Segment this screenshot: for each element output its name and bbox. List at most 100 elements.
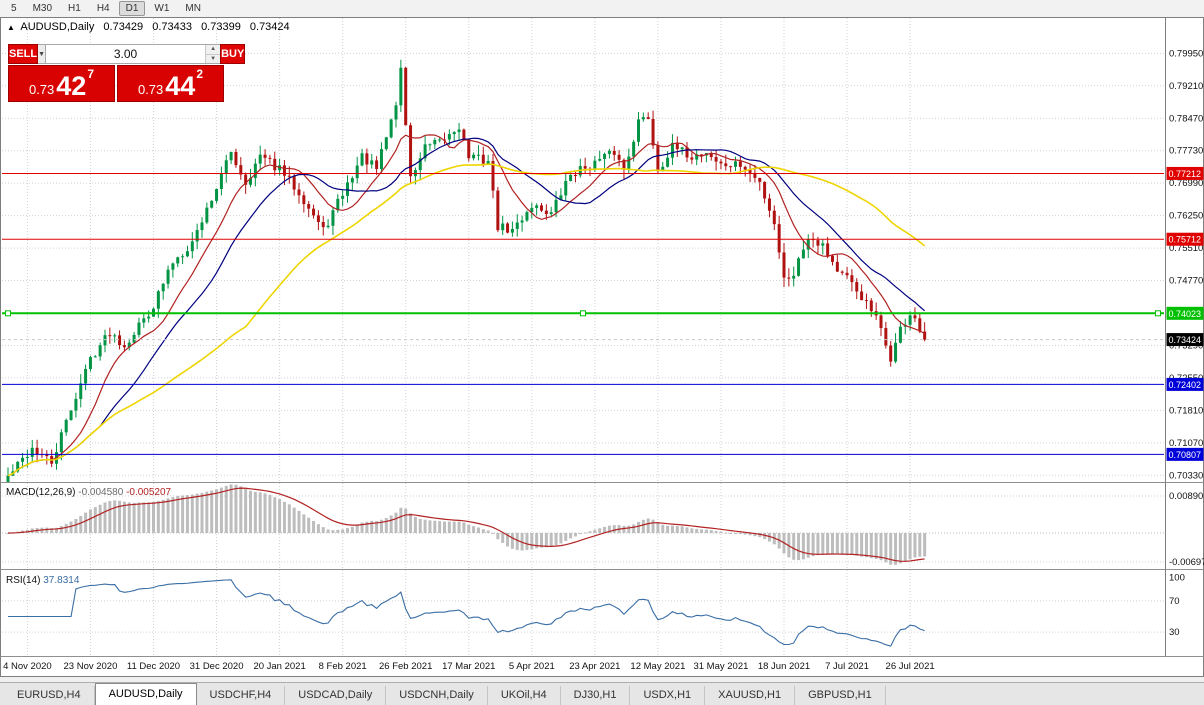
sell-button[interactable]: SELL <box>8 44 39 64</box>
date-tick-label: 7 Jul 2021 <box>825 661 869 672</box>
chart-tabs-bar: EURUSD,H4 AUDUSD,Daily USDCHF,H4 USDCAD,Dai… <box>0 682 1204 705</box>
svg-text:0.75712: 0.75712 <box>1169 235 1202 245</box>
svg-text:0.74023: 0.74023 <box>1169 309 1202 319</box>
macd-layer <box>6 484 927 565</box>
chart-frame <box>0 17 1204 677</box>
price-tick-label: 0.79950 <box>1169 48 1203 59</box>
time-axis: 4 Nov 2020 23 Nov 2020 11 Dec 2020 31 Dec 2… <box>3 661 935 672</box>
chart-tab-audusd-daily[interactable]: AUDUSD,Daily <box>94 683 197 705</box>
price-tick-label: 0.76990 <box>1169 178 1203 189</box>
price-tick-label: 0.71810 <box>1169 405 1203 416</box>
date-tick-label: 5 Apr 2021 <box>509 661 555 672</box>
timeframe-button-m30[interactable]: M30 <box>32 3 53 14</box>
chart-symbol-label: AUDUSD,Daily <box>20 21 95 33</box>
date-tick-label: 4 Nov 2020 <box>3 661 52 672</box>
buy-price-big: 44 <box>165 71 196 102</box>
moving-averages-layer <box>7 134 926 477</box>
price-badge: 0.72402 <box>1166 377 1204 391</box>
date-tick-label: 18 Jun 2021 <box>758 661 810 672</box>
line-handle[interactable] <box>5 310 11 317</box>
macd-tick-label: -0.00697 <box>1169 557 1204 568</box>
volume-field-wrap: ▲ ▼ <box>46 44 221 64</box>
chart-tab-eurusd-h4[interactable]: EURUSD,H4 <box>4 686 95 705</box>
one-click-trading-panel: SELL ▼ ▲ ▼ BUY 0.73 42 7 0.73 44 2 <box>8 44 246 102</box>
chart-tab-usdcad-daily[interactable]: USDCAD,Daily <box>285 686 387 705</box>
ohlc-high-value: 0.73433 <box>152 21 192 33</box>
chart-ohlc-header: ▲ AUDUSD,Daily 0.73429 0.73433 0.73399 0… <box>7 21 296 33</box>
buy-price-prefix: 0.73 <box>137 82 164 97</box>
chevron-down-icon: ▼ <box>38 50 46 58</box>
price-tick-label: 0.78470 <box>1169 113 1203 124</box>
chart-tab-usdx-h1[interactable]: USDX,H1 <box>630 686 706 705</box>
volume-decrease-button[interactable]: ▼ <box>206 54 221 63</box>
volume-increase-button[interactable]: ▲ <box>206 45 221 55</box>
price-badge: 0.74023 <box>1166 306 1204 320</box>
price-tick-label: 0.76250 <box>1169 211 1203 222</box>
chart-tab-dj30-h1[interactable]: DJ30,H1 <box>561 686 631 705</box>
price-tick-label: 0.71070 <box>1169 438 1203 449</box>
ohlc-low-value: 0.73399 <box>201 21 241 33</box>
macd-signal-line <box>7 487 925 562</box>
date-tick-label: 23 Apr 2021 <box>569 661 620 672</box>
timeframe-button-h4[interactable]: H4 <box>96 3 110 14</box>
rsi-line <box>8 579 925 647</box>
date-tick-label: 26 Jul 2021 <box>886 661 935 672</box>
svg-text:0.70807: 0.70807 <box>1169 450 1202 460</box>
sell-price-display[interactable]: 0.73 42 7 <box>8 65 115 102</box>
buy-price-display[interactable]: 0.73 44 2 <box>117 65 224 102</box>
rsi-tick-label: 100 <box>1169 573 1185 584</box>
line-handle[interactable] <box>1155 310 1161 317</box>
chart-tab-gbpusd-h1[interactable]: GBPUSD,H1 <box>795 686 886 705</box>
trade-buttons-row: SELL ▼ ▲ ▼ BUY <box>8 44 246 64</box>
volume-input[interactable] <box>46 45 206 63</box>
date-tick-label: 20 Jan 2021 <box>253 661 305 672</box>
volume-dropdown-button[interactable]: ▼ <box>38 44 47 64</box>
trade-prices-row: 0.73 42 7 0.73 44 2 <box>8 65 224 102</box>
rsi-label: RSI(14) 37.8314 <box>6 575 80 586</box>
macd-label: MACD(12,26,9) -0.004580 -0.005207 <box>6 487 172 498</box>
svg-text:0.77212: 0.77212 <box>1169 169 1202 179</box>
chart-tab-ukoil-h4[interactable]: UKOil,H4 <box>488 686 561 705</box>
buy-button[interactable]: BUY <box>220 44 246 64</box>
timeframe-button-mn[interactable]: MN <box>185 3 201 14</box>
ohlc-open-value: 0.73429 <box>103 21 144 33</box>
rsi-tick-label: 30 <box>1169 627 1180 638</box>
timeframe-button-5[interactable]: 5 <box>11 3 17 14</box>
sell-price-sup: 7 <box>87 67 95 81</box>
ohlc-close-value: 0.73424 <box>249 21 290 33</box>
ma-20-line <box>7 137 926 477</box>
svg-text:0.73424: 0.73424 <box>1169 335 1202 345</box>
price-tick-label: 0.77730 <box>1169 146 1203 157</box>
date-tick-label: 23 Nov 2020 <box>64 661 118 672</box>
price-badge: 0.77212 <box>1166 166 1204 180</box>
date-tick-label: 8 Feb 2021 <box>319 661 367 672</box>
horizontal-lines-layer[interactable] <box>2 172 1164 455</box>
price-tick-label: 0.79210 <box>1169 81 1203 92</box>
price-badge: 0.75712 <box>1166 232 1204 246</box>
price-tick-label: 0.74770 <box>1169 276 1203 287</box>
date-tick-label: 26 Feb 2021 <box>379 661 432 672</box>
rsi-tick-label: 70 <box>1169 596 1180 607</box>
buy-price-sup: 2 <box>196 67 204 81</box>
sell-price-prefix: 0.73 <box>28 82 55 97</box>
chart-tab-xauusd-h1[interactable]: XAUUSD,H1 <box>705 686 796 705</box>
price-badge: 0.73424 <box>1166 333 1204 347</box>
sell-price-big: 42 <box>56 71 87 102</box>
timeframe-toolbar: 5 M30 H1 H4 D1 W1 MN <box>0 0 1204 17</box>
macd-tick-label: 0.00890 <box>1169 491 1203 502</box>
timeframe-button-d1[interactable]: D1 <box>118 1 146 16</box>
timeframe-button-h1[interactable]: H1 <box>68 3 81 14</box>
date-tick-label: 31 Dec 2020 <box>190 661 244 672</box>
timeframe-button-w1[interactable]: W1 <box>154 3 170 14</box>
date-tick-label: 31 May 2021 <box>693 661 748 672</box>
chart-tab-usdchf-h4[interactable]: USDCHF,H4 <box>197 686 286 705</box>
ma-10-line <box>7 134 925 477</box>
symbol-triangle-icon: ▲ <box>7 23 15 32</box>
date-tick-label: 17 Mar 2021 <box>442 661 495 672</box>
price-tick-label: 0.75510 <box>1169 243 1203 254</box>
ma-50-line <box>7 163 926 477</box>
line-handle[interactable] <box>580 310 586 317</box>
chart-tab-usdcnh-daily[interactable]: USDCNH,Daily <box>386 686 488 705</box>
